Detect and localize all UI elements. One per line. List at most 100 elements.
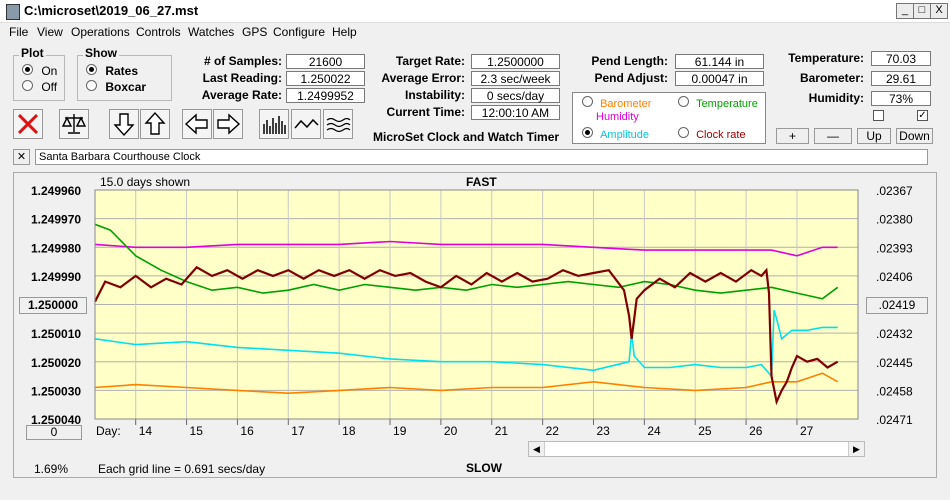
plot-off-label: Off (41, 80, 58, 94)
show-group-label: Show (83, 46, 119, 60)
clock-name-field[interactable]: Santa Barbara Courthouse Clock (35, 149, 928, 165)
right-value-button[interactable]: .02419 (866, 297, 928, 314)
series-option-clock-rate[interactable]: Clock rate (678, 127, 746, 141)
menu-file[interactable]: File (9, 25, 29, 39)
barometer-value: 29.61 (871, 71, 931, 86)
y-right-tick-label: .02471 (876, 413, 913, 427)
menu-controls[interactable]: Controls (136, 25, 181, 39)
checkbox-1[interactable] (873, 110, 884, 121)
y-left-tick-label: 1.250020 (31, 356, 81, 370)
menu-operations[interactable]: Operations (71, 25, 130, 39)
series-line-amplitude (94, 309, 838, 379)
series-line-temperature (94, 223, 839, 300)
scroll-right-arrow[interactable]: ▶ (848, 442, 864, 456)
wave-icon (294, 118, 319, 129)
clock-close-button[interactable]: ✕ (13, 149, 30, 165)
cancel-x-icon (17, 113, 39, 135)
down-button[interactable]: Down (896, 128, 933, 144)
pend-length-label: Pend Length: (591, 54, 668, 68)
bottom-value-button[interactable]: 0 (26, 425, 82, 440)
menu-view[interactable]: View (37, 25, 63, 39)
show-group (77, 55, 172, 101)
grid-note-label: Each grid line = 0.691 secs/day (98, 462, 266, 476)
y-right-tick-label: .02393 (876, 241, 913, 255)
days-shown-label: 15.0 days shown (100, 175, 191, 189)
barometer-option-label: Barometer (600, 98, 652, 110)
temperature-value: 70.03 (871, 51, 931, 66)
x-tick-label: 24 (647, 424, 661, 438)
temperature-option-label: Temperature (696, 98, 758, 110)
y-left-tick-label: 1.249960 (31, 184, 81, 198)
arrow-up-icon (144, 111, 166, 135)
up-button[interactable]: Up (857, 128, 891, 144)
arrow-up-button[interactable] (140, 109, 170, 139)
balance-scale-icon (61, 114, 87, 134)
menu-watches[interactable]: Watches (188, 25, 235, 39)
plot-off-option[interactable]: Off (22, 80, 57, 94)
center-value-button[interactable]: 1.250000 (19, 297, 87, 314)
show-boxcar-option[interactable]: Boxcar (86, 80, 146, 94)
y-left-tick-label: 1.250030 (31, 384, 81, 398)
multi-wave-button[interactable] (323, 109, 353, 139)
temperature-radio[interactable] (678, 96, 689, 107)
x-tick-label: 22 (546, 424, 560, 438)
barometer-label: Barometer: (799, 71, 864, 85)
show-boxcar-radio[interactable] (86, 80, 97, 91)
scroll-left-arrow[interactable]: ◀ (529, 442, 545, 456)
series-option-temperature[interactable]: Temperature (678, 96, 758, 110)
menu-configure[interactable]: Configure (273, 25, 326, 39)
close-button[interactable]: X (930, 3, 948, 19)
humidity-label: Humidity: (808, 91, 864, 105)
show-boxcar-label: Boxcar (105, 80, 147, 94)
maximize-button[interactable]: □ (913, 3, 931, 19)
arrow-left-button[interactable] (182, 109, 212, 139)
horizontal-scrollbar[interactable]: ◀ ▶ (528, 441, 865, 457)
arrow-left-icon (184, 113, 208, 135)
menu-help[interactable]: Help (332, 25, 357, 39)
clock-rate-radio[interactable] (678, 127, 689, 138)
x-tick-label: 16 (240, 424, 254, 438)
y-left-tick-label: 1.249970 (31, 213, 81, 227)
average-rate-value: 1.2499952 (286, 88, 365, 103)
scroll-thumb[interactable] (545, 442, 848, 456)
x-tick-label: 20 (444, 424, 458, 438)
last-reading-value: 1.250022 (286, 71, 365, 86)
instability-label: Instability: (404, 88, 465, 102)
arrow-right-button[interactable] (213, 109, 243, 139)
window-title: C:\microset\2019_06_27.mst (24, 3, 199, 18)
show-rates-radio[interactable] (86, 64, 97, 75)
instability-value: 0 secs/day (471, 88, 560, 103)
show-rates-option[interactable]: Rates (86, 64, 138, 78)
checkbox-2[interactable]: ✓ (917, 110, 928, 121)
current-time-value: 12:00:10 AM (471, 105, 560, 120)
slow-label: SLOW (466, 461, 502, 475)
percent-label: 1.69% (34, 462, 69, 476)
minus-button[interactable]: — (814, 128, 852, 144)
arrow-down-button[interactable] (109, 109, 139, 139)
x-tick-label: 27 (800, 424, 814, 438)
target-rate-value: 1.2500000 (471, 54, 560, 69)
humidity-option-label[interactable]: Humidity (596, 111, 639, 123)
plot-on-radio[interactable] (22, 64, 33, 75)
x-tick-label: 19 (393, 424, 407, 438)
plot-off-radio[interactable] (22, 80, 33, 91)
bar-graph-button[interactable] (259, 109, 289, 139)
series-option-barometer[interactable]: Barometer (582, 96, 651, 110)
plus-button[interactable]: + (776, 128, 809, 144)
x-tick-label: 17 (291, 424, 305, 438)
balance-button[interactable] (59, 109, 89, 139)
y-left-tick-label: 1.249980 (31, 241, 81, 255)
pend-adjust-value: 0.00047 in (675, 71, 764, 86)
barometer-radio[interactable] (582, 96, 593, 107)
amplitude-radio[interactable] (582, 127, 593, 138)
series-option-amplitude[interactable]: Amplitude (582, 127, 649, 141)
arrow-down-icon (113, 113, 135, 137)
y-left-tick-label: 1.249990 (31, 270, 81, 284)
menu-gps[interactable]: GPS (242, 25, 268, 39)
plot-on-option[interactable]: On (22, 64, 57, 78)
cancel-button[interactable] (13, 109, 43, 139)
temperature-label: Temperature: (788, 51, 864, 65)
wave-button[interactable] (291, 109, 321, 139)
last-reading-label: Last Reading: (202, 71, 282, 85)
y-right-tick-label: .02380 (876, 213, 913, 227)
